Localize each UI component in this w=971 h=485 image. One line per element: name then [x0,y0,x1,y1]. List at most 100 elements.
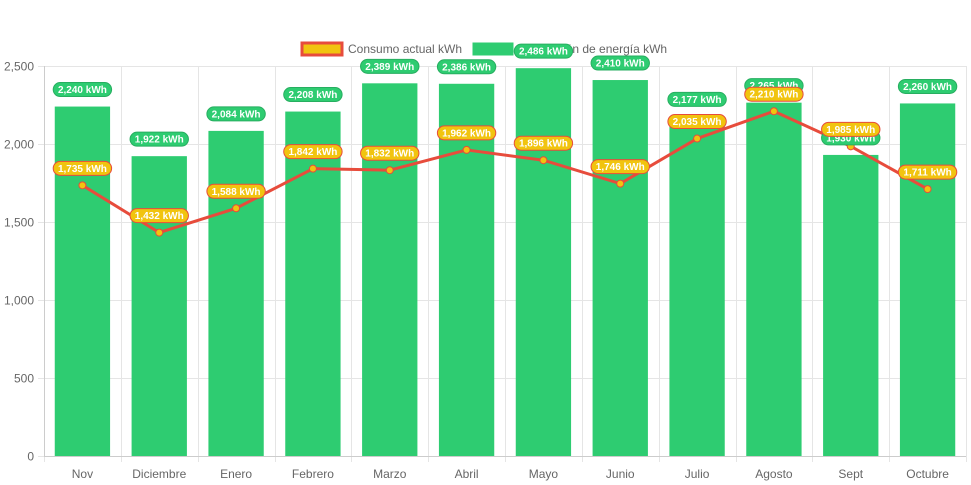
line-data-label-text: 1,711 kWh [903,168,951,179]
bar-agosto [746,102,802,456]
line-data-label-bg [590,159,650,175]
bar-data-label-text: 2,208 kWh [288,90,337,101]
line-path [81,109,929,235]
line-series [78,107,932,237]
line-data-label: 1,588 kWh [206,183,266,199]
line-point-febrero [308,164,317,173]
legend-swatch-consumo [300,41,344,57]
bar-data-label-bg [206,106,266,122]
line-data-label: 1,746 kWh [590,159,650,175]
line-data-label-bg [821,121,881,137]
line-data-label: 1,735 kWh [52,160,113,176]
line-data-label-text: 2,035 kWh [673,117,722,128]
bar-data-label: 2,177 kWh [667,91,727,107]
x-tick-label: Febrero [292,467,334,481]
bar-data-label-bg [129,131,189,147]
line-data-label-text: 1,985 kWh [826,125,875,136]
bar-enero [208,130,264,456]
bar-mayo [515,68,572,457]
line-data-label-text: 2,210 kWh [749,90,798,101]
line-data-label-text: 1,746 kWh [596,162,645,173]
x-tick-label: Julio [685,467,710,481]
bar-diciembre [131,156,187,456]
line-point-enero [232,204,241,213]
legend-item-consumo[interactable]: Consumo actual kWh [300,41,462,57]
bar-data-label-text: 2,240 kWh [58,85,107,96]
bar-octubre [899,103,956,456]
x-tick-label: Diciembre [132,467,186,481]
line-data-label-text: 1,588 kWh [212,187,261,198]
y-tick-label: 500 [14,372,34,386]
bar-data-label-text: 2,177 kWh [673,95,722,106]
line-data-label-text: 1,842 kWh [288,147,337,158]
line-point-junio [616,179,625,188]
bar-data-label-text: 2,260 kWh [903,82,952,93]
bar-data-label-text: 1,930 kWh [826,133,875,144]
bar-data-label: 1,922 kWh [129,131,189,147]
x-tick-label: Marzo [373,467,407,481]
line-data-label-bg [283,144,343,160]
bar-series [54,68,956,457]
legend-swatch-produccion [472,42,514,56]
y-tick-label: 2,500 [4,60,34,74]
grid [38,66,967,462]
x-axis: Nov Diciembre Enero Febrero Marzo Abril Mayo Ju… [44,456,966,481]
line-data-label-text: 1,962 kWh [442,128,491,139]
bar-data-label: 2,410 kWh [590,55,650,71]
x-tick-label: Abril [455,467,479,481]
line-data-label-text: 1,896 kWh [519,139,568,150]
line-data-label: 1,962 kWh [436,125,497,141]
x-tick-label: Enero [220,467,252,481]
bar-nov [54,106,111,456]
x-tick-label: Mayo [529,467,559,481]
bar-data-label-text: 1,922 kWh [135,135,184,146]
x-tick-label: Nov [72,467,93,481]
legend: Consumo actual kWh Producción de energía… [300,41,667,57]
y-tick-label: 0 [27,450,34,464]
bar-data-label: 2,389 kWh [360,58,420,74]
line-data-label-bg [513,135,574,151]
y-tick-label: 1,000 [4,294,34,308]
line-point-nov [78,181,87,190]
bar-marzo [362,83,418,456]
bar-julio [669,116,725,456]
bar-junio [592,80,648,456]
line-data-label-text: 1,735 kWh [58,164,107,175]
bar-data-label: 2,240 kWh [52,82,113,98]
line-data-label-text: 1,832 kWh [365,149,414,160]
bar-data-label-bg [360,58,420,74]
line-data-label: 1,832 kWh [360,145,420,161]
y-axis: 0 500 1,000 1,500 2,000 2,500 [4,60,45,464]
line-point-agosto [769,107,778,116]
line-data-label-bg [206,183,266,199]
bar-data-label-bg [667,91,727,107]
bar-data-label-bg [590,55,650,71]
line-data-labels: 1,735 kWh 1,432 kWh 1,588 kWh 1,842 kWh 1,83… [52,86,958,224]
line-data-label-bg [360,145,420,161]
legend-label-consumo: Consumo actual kWh [348,42,462,56]
y-tick-label: 1,500 [4,216,34,230]
x-tick-label: Agosto [755,467,793,481]
line-data-label: 2,210 kWh [744,86,804,102]
line-data-label-bg [436,125,497,141]
line-point-abril [462,145,471,154]
bar-data-label-text: 2,386 kWh [442,62,491,73]
bar-data-label: 2,260 kWh [897,78,958,94]
line-point-mayo [539,156,548,165]
line-data-label-bg [897,164,958,180]
bar-data-label: 2,486 kWh [513,43,574,59]
bar-data-label-text: 2,410 kWh [596,59,645,70]
bar-data-label-text: 2,389 kWh [365,62,414,73]
line-data-label: 1,711 kWh [897,164,958,180]
x-tick-label: Junio [606,467,635,481]
line-data-label-bg [52,160,113,176]
bar-data-label-text: 2,084 kWh [212,109,261,120]
line-data-label-bg [667,114,727,130]
bar-data-label-bg [436,59,497,75]
line-point-julio [693,134,702,143]
line-data-label-bg [744,86,804,102]
bar-data-label: 2,084 kWh [206,106,266,122]
line-data-label-text: 1,432 kWh [135,211,184,222]
bar-data-label-bg [897,78,958,94]
